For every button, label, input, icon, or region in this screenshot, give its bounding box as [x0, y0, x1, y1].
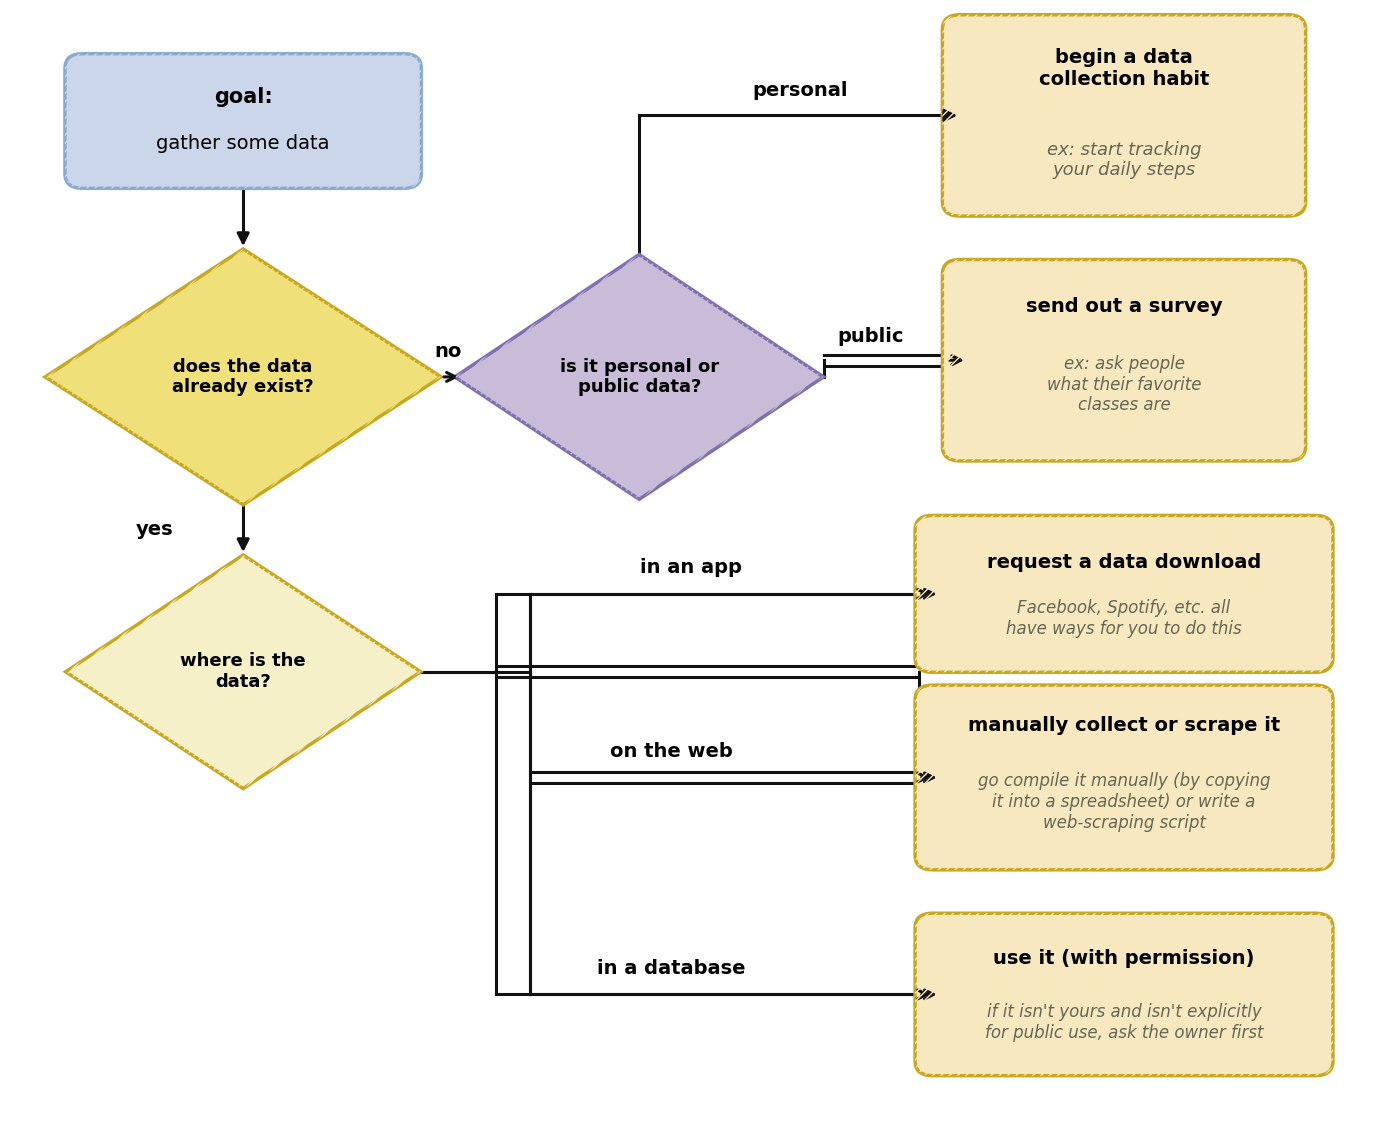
Polygon shape: [455, 254, 823, 499]
Text: in an app: in an app: [640, 558, 742, 577]
Text: no: no: [434, 342, 462, 361]
FancyBboxPatch shape: [915, 914, 1333, 1076]
Text: go compile it manually (by copying
it into a spreadsheet) or write a
web-scrapin: go compile it manually (by copying it in…: [978, 772, 1271, 832]
Text: yes: yes: [136, 520, 173, 539]
FancyBboxPatch shape: [943, 260, 1305, 461]
Text: if it isn't yours and isn't explicitly
for public use, ask the owner first: if it isn't yours and isn't explicitly f…: [985, 1003, 1263, 1041]
Text: personal: personal: [752, 81, 848, 100]
Polygon shape: [45, 249, 441, 504]
Text: use it (with permission): use it (with permission): [993, 949, 1254, 969]
Text: send out a survey: send out a survey: [1026, 297, 1223, 316]
Text: Facebook, Spotify, etc. all
have ways for you to do this: Facebook, Spotify, etc. all have ways fo…: [1006, 599, 1242, 638]
Text: manually collect or scrape it: manually collect or scrape it: [967, 715, 1281, 734]
FancyBboxPatch shape: [65, 54, 422, 188]
FancyBboxPatch shape: [943, 15, 1305, 216]
Text: begin a data
collection habit: begin a data collection habit: [1039, 48, 1209, 90]
Text: on the web: on the web: [610, 742, 732, 761]
Text: request a data download: request a data download: [987, 554, 1261, 572]
Text: gather some data: gather some data: [157, 133, 330, 152]
Text: where is the
data?: where is the data?: [180, 652, 306, 692]
FancyBboxPatch shape: [915, 685, 1333, 870]
Text: is it personal or
public data?: is it personal or public data?: [559, 358, 719, 397]
Text: public: public: [837, 326, 904, 345]
Text: ex: ask people
what their favorite
classes are: ex: ask people what their favorite class…: [1047, 355, 1201, 415]
Text: in a database: in a database: [596, 958, 745, 978]
Text: ex: start tracking
your daily steps: ex: start tracking your daily steps: [1047, 140, 1201, 179]
Text: does the data
already exist?: does the data already exist?: [172, 358, 315, 397]
Polygon shape: [66, 555, 420, 788]
FancyBboxPatch shape: [915, 516, 1333, 673]
Text: goal:: goal:: [214, 86, 272, 106]
